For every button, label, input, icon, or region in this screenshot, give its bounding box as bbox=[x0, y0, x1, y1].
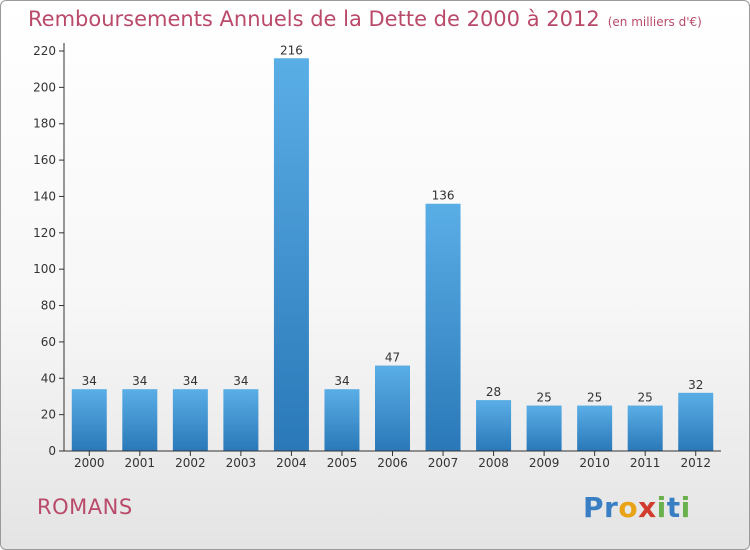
title-line: Remboursements Annuels de la Dette de 20… bbox=[28, 7, 702, 31]
bars-group: 34 34 34 34 216 34 47 136 28 25 25 25 32 bbox=[71, 43, 714, 451]
y-tick-label: 80 bbox=[41, 299, 56, 313]
y-tick-label: 140 bbox=[33, 189, 56, 203]
y-tick-label: 200 bbox=[33, 80, 56, 94]
bar-value-label: 34 bbox=[233, 374, 248, 388]
bar bbox=[526, 405, 562, 451]
y-tick-label: 160 bbox=[33, 153, 56, 167]
y-tick-label: 120 bbox=[33, 226, 56, 240]
bar-value-label: 25 bbox=[638, 391, 653, 405]
bar-value-label: 25 bbox=[587, 391, 602, 405]
bar bbox=[324, 389, 360, 451]
bar bbox=[627, 405, 663, 451]
x-tick-label: 2006 bbox=[377, 456, 408, 470]
bar-value-label: 47 bbox=[385, 351, 400, 365]
logo-letter: x bbox=[638, 491, 657, 524]
logo-letter: i bbox=[680, 491, 691, 524]
chart-title: Remboursements Annuels de la Dette de 20… bbox=[28, 7, 600, 31]
bar bbox=[273, 58, 309, 451]
logo-letter: t bbox=[666, 491, 681, 524]
x-tick-label: 2004 bbox=[276, 456, 307, 470]
y-tick-label: 100 bbox=[33, 262, 56, 276]
axes-group: 0 20 40 60 80 100 120 140 160 180 200 220 2000 2001 20… bbox=[33, 43, 721, 470]
x-tick-label: 2003 bbox=[226, 456, 257, 470]
bar-value-label: 32 bbox=[688, 378, 703, 392]
bar bbox=[577, 405, 613, 451]
y-tick-label: 60 bbox=[41, 335, 56, 349]
bar bbox=[223, 389, 259, 451]
bar bbox=[375, 365, 410, 451]
x-tick-label: 2012 bbox=[680, 456, 711, 470]
y-tick-label: 20 bbox=[41, 408, 56, 422]
x-tick-label: 2005 bbox=[327, 456, 358, 470]
bar-value-label: 28 bbox=[486, 385, 501, 399]
logo-letter: i bbox=[656, 491, 667, 524]
bar bbox=[122, 389, 158, 451]
x-tick-label: 2000 bbox=[74, 456, 105, 470]
bar bbox=[678, 392, 714, 451]
bar bbox=[71, 389, 107, 451]
bar bbox=[476, 400, 512, 451]
bar-value-label: 25 bbox=[536, 391, 551, 405]
x-tick-label: 2010 bbox=[579, 456, 610, 470]
bar bbox=[172, 389, 208, 451]
logo-letter: P bbox=[583, 491, 605, 524]
x-tick-label: 2011 bbox=[630, 456, 661, 470]
y-tick-label: 180 bbox=[33, 117, 56, 131]
x-tick-label: 2001 bbox=[125, 456, 156, 470]
chart-unit: (en milliers d'€) bbox=[607, 15, 702, 29]
bar-value-label: 34 bbox=[334, 374, 349, 388]
logo-letter: r bbox=[604, 491, 619, 524]
y-tick-label: 0 bbox=[48, 444, 56, 458]
x-tick-label: 2002 bbox=[175, 456, 206, 470]
y-tick-label: 220 bbox=[33, 44, 56, 58]
bar bbox=[425, 203, 461, 451]
x-tick-label: 2009 bbox=[529, 456, 560, 470]
bar-value-label: 34 bbox=[82, 374, 97, 388]
x-tick-label: 2007 bbox=[428, 456, 459, 470]
bar-value-label: 136 bbox=[432, 189, 455, 203]
bar-value-label: 34 bbox=[132, 374, 147, 388]
y-tick-label: 40 bbox=[41, 371, 56, 385]
x-tick-label: 2008 bbox=[478, 456, 509, 470]
bar-value-label: 34 bbox=[183, 374, 198, 388]
logo-letter: o bbox=[618, 491, 639, 524]
bar-value-label: 216 bbox=[280, 43, 303, 57]
commune-name: ROMANS bbox=[37, 495, 133, 519]
proxiti-logo[interactable]: Proxiti bbox=[583, 491, 691, 524]
